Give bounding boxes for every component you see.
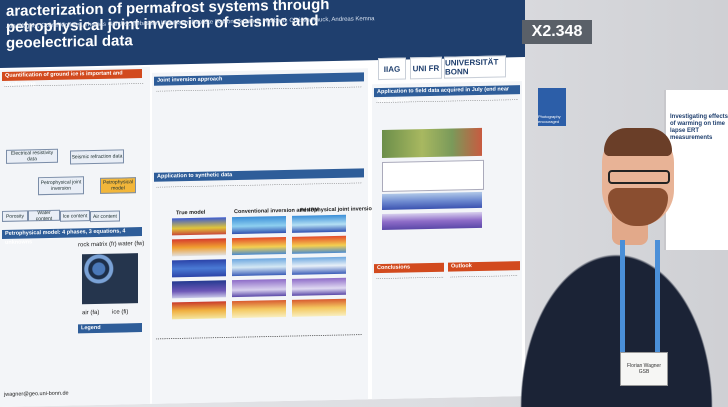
model-tile (172, 301, 226, 320)
intro-text: ········································… (4, 80, 144, 90)
scientific-poster: aracterization of permafrost systems thr… (0, 0, 525, 407)
field-map (382, 127, 482, 158)
field-section-1 (382, 191, 482, 210)
outcome-water: Water content (28, 209, 60, 222)
field-text: ········································… (376, 97, 518, 107)
logo-1: IIAG (378, 57, 406, 81)
flow-box-seismic: Seismic refraction data (70, 149, 124, 165)
photography-label: Photography encouraged (538, 114, 561, 124)
logo-3: UNIVERSITÄT BONN (444, 55, 506, 79)
model-tile (232, 216, 286, 235)
model-tile (232, 237, 286, 256)
person (505, 230, 728, 407)
flow-box-petrophysical-model: Petrophysical model (100, 177, 136, 194)
outcome-air: Air content (90, 210, 120, 223)
section-heading-legend: Legend (78, 323, 142, 334)
outcome-porosity: Porosity (2, 210, 28, 222)
joint-inversion-text: ········································… (156, 84, 362, 95)
model-tile (172, 238, 226, 257)
phase-rock: rock matrix (fr) (78, 241, 117, 249)
model-tile (232, 258, 286, 277)
outcome-ice: Ice content (60, 210, 90, 222)
model-tile (172, 217, 226, 236)
glasses-icon (608, 170, 670, 184)
synthetic-conclusion: ········································… (156, 332, 362, 343)
person-hair (604, 128, 672, 156)
conclusions-text: ········································… (376, 274, 444, 283)
name-tag-name: Florian Wagner (627, 363, 661, 369)
model-tile (232, 300, 286, 319)
col-true-model: True model (176, 209, 206, 217)
model-tile (232, 279, 286, 298)
flow-box-joint-inversion: Petrophysical joint inversion (38, 176, 84, 196)
model-tile (172, 280, 226, 299)
lanyard (620, 240, 660, 352)
logo-2: UNI FR (410, 56, 442, 80)
section-heading-6: Conclusions (374, 262, 444, 274)
model-tile (292, 298, 346, 317)
model-tile (172, 259, 226, 278)
grain-illustration (82, 253, 138, 305)
name-tag-org: GSB (638, 369, 650, 375)
board-number-card: X2.348 (522, 20, 592, 44)
phase-ice: ice (fi) (112, 309, 129, 316)
model-tile (292, 277, 346, 296)
name-tag: Florian Wagner GSB (620, 352, 668, 386)
adjacent-poster-title: Investigating effects of warming on time… (670, 114, 728, 141)
model-tile (292, 214, 346, 233)
model-tile (292, 235, 346, 254)
phase-air: air (fa) (82, 309, 100, 317)
field-profile-plot (382, 159, 484, 192)
field-section-2 (382, 211, 482, 230)
phase-water: water (fw) (118, 240, 145, 248)
poster-email: jwagner@geo.uni-bonn.de (4, 390, 69, 398)
model-tile (292, 256, 346, 275)
photography-card: Photography encouraged (538, 88, 566, 126)
flow-box-resistivity: Electrical resistivity data (6, 148, 58, 164)
